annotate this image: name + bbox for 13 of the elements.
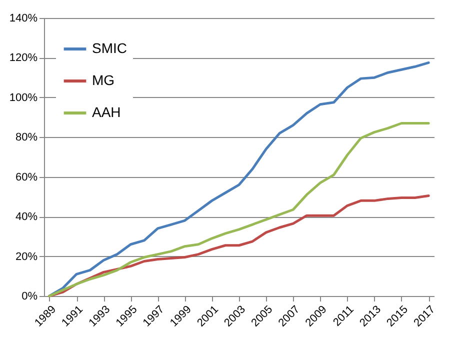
- line-series: [48, 122, 430, 298]
- y-tick-label: 60%: [15, 171, 38, 184]
- y-tick-label: 140%: [9, 12, 38, 24]
- legend-label: AAH: [92, 104, 121, 120]
- y-tick-label: 80%: [15, 132, 38, 144]
- line-series: [48, 61, 430, 298]
- y-tick-label: 100%: [9, 92, 38, 104]
- legend-label: MG: [92, 72, 115, 88]
- y-tick-label: 20%: [15, 250, 38, 263]
- y-tick-label: 120%: [9, 52, 38, 64]
- y-tick-label: 0%: [22, 290, 38, 302]
- legend-label: SMIC: [92, 40, 127, 56]
- y-tick-label: 40%: [15, 211, 38, 224]
